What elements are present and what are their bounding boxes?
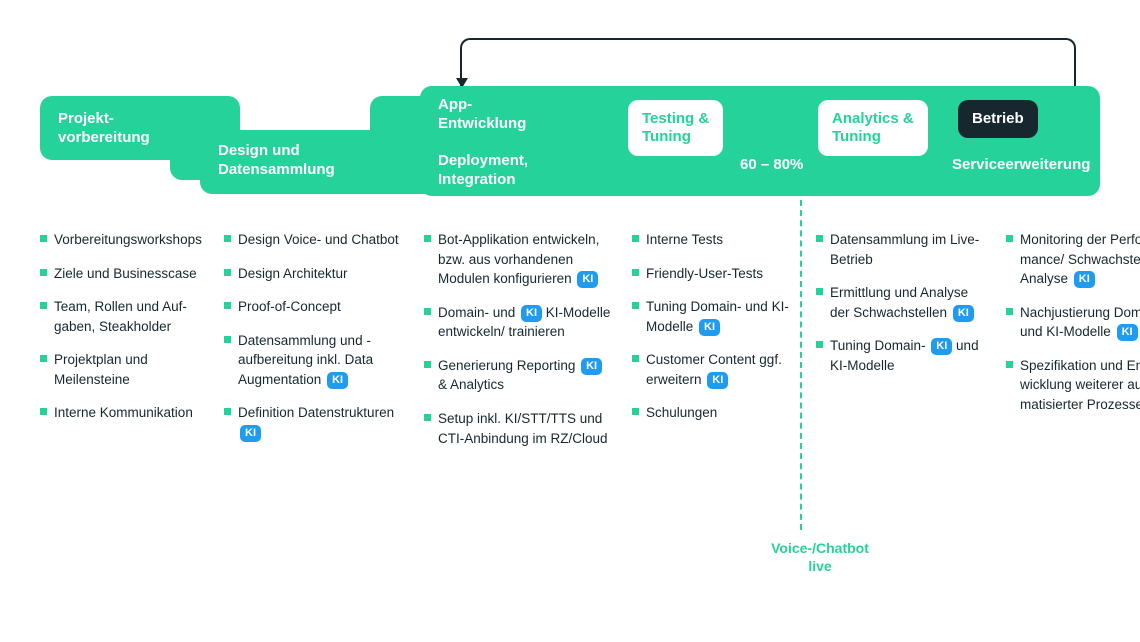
list-item: Interne Tests	[632, 230, 798, 250]
ki-badge: KI	[1117, 324, 1138, 341]
list-item: Projektplan und Meilensteine	[40, 350, 206, 389]
ki-badge: KI	[931, 338, 952, 355]
pill-analytics: Analytics & Tuning	[818, 100, 928, 156]
list-item: Nachjustierung Domain- und KI-Modelle KI	[1006, 303, 1140, 342]
list-item: Proof-of-Concept	[224, 297, 406, 317]
list-item: Ermittlung und Analyse der Schwachstelle…	[816, 283, 988, 322]
service-label: Serviceerweiterung	[952, 156, 1090, 175]
list-item: Design Architektur	[224, 264, 406, 284]
list-item: Customer Content ggf. erweitern KI	[632, 350, 798, 389]
list-item: Domain- und KI KI-Model­le entwickeln/ t…	[424, 303, 614, 342]
list-item: Interne Kommunikation	[40, 403, 206, 423]
col-2: Design Voice- und Chatbot Design Architek…	[224, 230, 406, 462]
ki-badge: KI	[699, 319, 720, 336]
list-item: Definition Daten­strukturen KI	[224, 403, 406, 442]
detail-columns: Vorbereitungswork­shops Ziele und Busines…	[40, 230, 1100, 462]
ki-badge: KI	[581, 358, 602, 375]
phase-title-3a: App- Entwicklung	[438, 96, 526, 134]
percent-label: 60 – 80%	[740, 156, 803, 173]
phase-title-2: Design und Datensammlung	[218, 142, 335, 180]
list-item: Tuning Domain- KI und KI-Modelle	[816, 336, 988, 375]
feedback-arrow	[460, 38, 1076, 86]
list-item: Setup inkl. KI/STT/TTS und CTI-Anbindung…	[424, 409, 614, 448]
ki-badge: KI	[577, 271, 598, 288]
ki-badge: KI	[953, 305, 974, 322]
ki-badge: KI	[240, 425, 261, 442]
list-item: Generierung Reporting KI & Analytics	[424, 356, 614, 395]
phase-title-3b: Deployment, Integration	[438, 152, 528, 190]
list-item: Datensammlung im Live-Betrieb	[816, 230, 988, 269]
col-4: Interne Tests Friendly-User-Tests Tuning D…	[632, 230, 798, 462]
col-3: Bot-Applikation entwi­ckeln, bzw. aus vo…	[424, 230, 614, 462]
list-item: Design Voice- und Chatbot	[224, 230, 406, 250]
col-6: Monitoring der Perfor­mance/ Schwachstel…	[1006, 230, 1140, 462]
col-5: Datensammlung im Live-Betrieb Ermittlung …	[816, 230, 988, 462]
go-live-label: Voice-/Chatbot live	[760, 540, 880, 575]
list-item: Vorbereitungswork­shops	[40, 230, 206, 250]
list-item: Tuning Domain- und KI-Modelle KI	[632, 297, 798, 336]
list-item: Bot-Applikation entwi­ckeln, bzw. aus vo…	[424, 230, 614, 289]
ki-badge: KI	[1074, 271, 1095, 288]
ki-badge: KI	[521, 305, 542, 322]
list-item: Monitoring der Perfor­mance/ Schwachstel…	[1006, 230, 1140, 289]
process-diagram: Projekt- vorbereitung Design und Datensa…	[0, 0, 1140, 642]
list-item: Schulungen	[632, 403, 798, 423]
phase-title-1: Projekt- vorbereitung	[58, 110, 150, 148]
pill-betrieb: Betrieb	[958, 100, 1038, 138]
list-item: Datensammlung und -aufbereitung inkl. Da…	[224, 331, 406, 390]
list-item: Team, Rollen und Auf­gaben, Steakholder	[40, 297, 206, 336]
ki-badge: KI	[707, 372, 728, 389]
col-1: Vorbereitungswork­shops Ziele und Busines…	[40, 230, 206, 462]
ki-badge: KI	[327, 372, 348, 389]
list-item: Spezifikation und Ent­wicklung weiterer …	[1006, 356, 1140, 415]
list-item: Ziele und Businesscase	[40, 264, 206, 284]
pill-testing: Testing & Tuning	[628, 100, 723, 156]
list-item: Friendly-User-Tests	[632, 264, 798, 284]
